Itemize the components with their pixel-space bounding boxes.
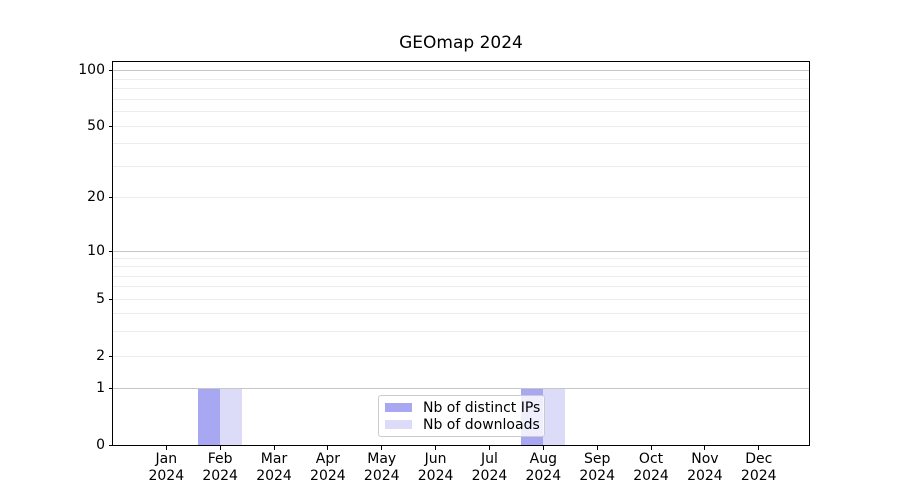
x-tick-mark bbox=[435, 446, 437, 450]
y-tick-label: 50 bbox=[87, 117, 105, 134]
x-tick-mark bbox=[542, 446, 544, 450]
x-tick-label-year: 2024 bbox=[256, 467, 292, 484]
x-tick-mark bbox=[381, 446, 383, 450]
y-tick-label: 100 bbox=[78, 62, 105, 79]
legend-entry-downloads: Nb of downloads bbox=[385, 416, 540, 433]
gridline-minor bbox=[113, 330, 809, 332]
x-tick-label-year: 2024 bbox=[310, 467, 346, 484]
y-tick-mark bbox=[109, 70, 113, 72]
y-tick-label: 0 bbox=[96, 436, 105, 453]
y-tick-mark bbox=[109, 387, 113, 389]
x-tick-label: Aug 2024 bbox=[511, 451, 575, 484]
legend-swatch-downloads bbox=[385, 420, 412, 429]
y-tick-mark bbox=[109, 197, 113, 199]
x-tick-label: Apr 2024 bbox=[296, 451, 360, 484]
x-tick-label-month: Sep bbox=[583, 451, 611, 467]
gridline-minor bbox=[113, 88, 809, 90]
gridline-minor bbox=[113, 286, 809, 288]
legend: Nb of distinct IPs Nb of downloads bbox=[378, 395, 545, 437]
y-tick-mark bbox=[109, 125, 113, 127]
x-tick-label: May 2024 bbox=[350, 451, 414, 484]
chart-title: GEOmap 2024 bbox=[399, 33, 523, 53]
x-tick-label-year: 2024 bbox=[417, 467, 454, 484]
x-tick-label: Oct 2024 bbox=[619, 451, 683, 484]
gridline-minor bbox=[113, 143, 809, 145]
x-tick-label: Sep 2024 bbox=[565, 451, 629, 484]
gridline-major bbox=[113, 250, 809, 252]
y-tick-label: 10 bbox=[87, 242, 105, 259]
y-tick-mark bbox=[109, 444, 113, 446]
gridline-minor bbox=[113, 125, 809, 127]
x-tick-mark bbox=[165, 446, 167, 450]
y-tick-mark bbox=[109, 299, 113, 301]
x-tick-label-year: 2024 bbox=[579, 467, 615, 484]
x-tick-mark bbox=[273, 446, 275, 450]
bar-downloads bbox=[543, 388, 566, 445]
x-tick-label-month: Aug bbox=[529, 451, 557, 467]
x-tick-label-month: Apr bbox=[315, 451, 340, 467]
x-tick-mark bbox=[327, 446, 329, 450]
x-tick-label: Mar 2024 bbox=[242, 451, 306, 484]
x-tick-label-month: Feb bbox=[207, 451, 233, 467]
x-tick-label-year: 2024 bbox=[363, 467, 400, 484]
gridline-minor bbox=[113, 266, 809, 268]
x-tick-label-year: 2024 bbox=[525, 467, 562, 484]
gridline-minor bbox=[113, 98, 809, 100]
x-tick-label: Nov 2024 bbox=[673, 451, 737, 484]
x-tick-mark bbox=[219, 446, 221, 450]
x-tick-label-year: 2024 bbox=[202, 467, 238, 484]
x-tick-label-month: Mar bbox=[260, 451, 288, 467]
y-tick-mark bbox=[109, 355, 113, 357]
legend-label-distinct-ips: Nb of distinct IPs bbox=[423, 399, 541, 416]
x-tick-label: Jan 2024 bbox=[134, 451, 198, 484]
x-tick-label: Dec 2024 bbox=[727, 451, 791, 484]
gridline-minor bbox=[113, 197, 809, 199]
x-tick-label: Jul 2024 bbox=[457, 451, 521, 484]
bar-downloads bbox=[220, 388, 243, 445]
gridline-minor bbox=[113, 355, 809, 357]
gridline-minor bbox=[113, 257, 809, 259]
gridline-minor bbox=[113, 165, 809, 167]
x-tick-label-month: Jul bbox=[481, 451, 498, 467]
gridline-minor bbox=[113, 312, 809, 314]
bar-distinct-ips bbox=[198, 388, 221, 445]
x-tick-mark bbox=[758, 446, 760, 450]
x-tick-label-month: Nov bbox=[691, 451, 719, 467]
gridline-major bbox=[113, 70, 809, 72]
x-tick-label-month: Oct bbox=[638, 451, 664, 467]
legend-swatch-distinct-ips bbox=[385, 403, 412, 412]
legend-entry-distinct-ips: Nb of distinct IPs bbox=[385, 399, 541, 416]
x-tick-label: Feb 2024 bbox=[188, 451, 252, 484]
x-tick-label-month: Dec bbox=[745, 451, 773, 467]
gridline-minor bbox=[113, 78, 809, 80]
x-tick-label-month: May bbox=[367, 451, 397, 467]
x-tick-label-month: Jan bbox=[155, 451, 178, 467]
x-tick-label-year: 2024 bbox=[740, 467, 777, 484]
y-tick-label: 2 bbox=[96, 347, 105, 364]
gridline-minor bbox=[113, 275, 809, 277]
legend-label-downloads: Nb of downloads bbox=[423, 416, 540, 433]
y-tick-label: 1 bbox=[96, 379, 105, 396]
x-tick-label-year: 2024 bbox=[687, 467, 723, 484]
gridline-minor bbox=[113, 299, 809, 301]
x-tick-mark bbox=[650, 446, 652, 450]
x-tick-mark bbox=[704, 446, 706, 450]
x-tick-label: Jun 2024 bbox=[404, 451, 468, 484]
x-tick-label-year: 2024 bbox=[148, 467, 185, 484]
gridline-minor bbox=[113, 111, 809, 113]
x-tick-label-month: Jun bbox=[424, 451, 447, 467]
plot-area bbox=[112, 61, 810, 446]
y-tick-label: 5 bbox=[96, 291, 105, 308]
y-tick-mark bbox=[109, 250, 113, 252]
x-tick-mark bbox=[488, 446, 490, 450]
x-tick-label-year: 2024 bbox=[471, 467, 508, 484]
gridline-major bbox=[113, 387, 809, 389]
x-tick-mark bbox=[596, 446, 598, 450]
y-tick-label: 20 bbox=[87, 189, 105, 206]
x-tick-label-year: 2024 bbox=[633, 467, 669, 484]
